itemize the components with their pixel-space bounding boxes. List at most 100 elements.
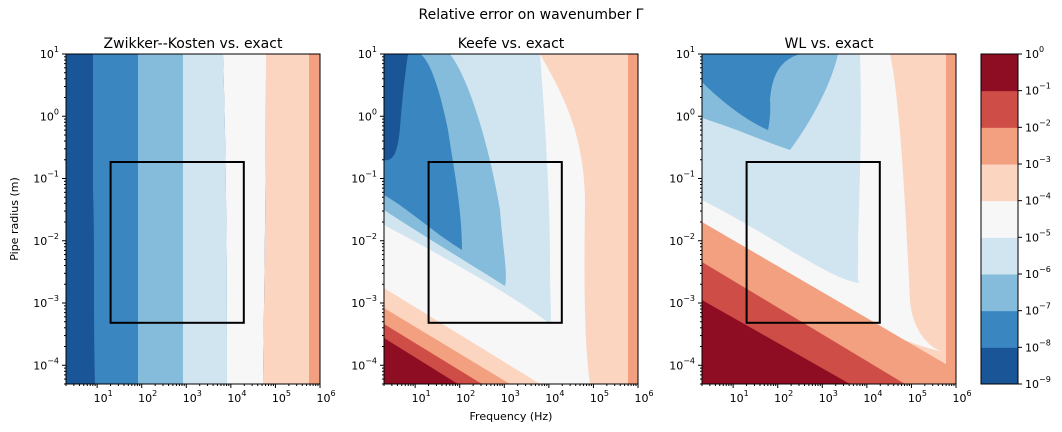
tick-exponent: −4 xyxy=(365,356,377,365)
tick-base: 10 xyxy=(94,392,108,405)
figure-title: Relative error on wavenumber Γ xyxy=(419,7,644,23)
y-tick-label: 10−1 xyxy=(669,170,695,186)
tick-exponent: −3 xyxy=(47,294,59,303)
frame xyxy=(701,53,957,385)
band-level-1 xyxy=(384,54,462,250)
band-level-1 xyxy=(93,54,138,384)
x-tick-label: 101 xyxy=(94,389,113,405)
tick-exponent: 2 xyxy=(152,389,157,398)
tick-base: 10 xyxy=(669,235,683,248)
x-tick-label: 104 xyxy=(863,389,882,405)
x-tick-label: 106 xyxy=(952,389,971,405)
tick-exponent: 6 xyxy=(330,389,335,398)
tick-exponent: −1 xyxy=(365,170,377,179)
tick-exponent: 1 xyxy=(744,389,749,398)
tick-base: 10 xyxy=(669,359,683,372)
tick-exponent: −4 xyxy=(1039,192,1051,201)
tick-exponent: 1 xyxy=(54,45,59,54)
tick-exponent: 0 xyxy=(372,107,377,116)
x-tick-label: 106 xyxy=(316,389,335,405)
y-tick-label: 101 xyxy=(358,45,377,61)
x-tick-label: 106 xyxy=(634,389,653,405)
tick-base: 10 xyxy=(33,297,47,310)
tick-exponent: −1 xyxy=(1039,82,1051,91)
y-tick-label: 10−2 xyxy=(33,232,59,248)
colorbar-level-3 xyxy=(981,237,1018,275)
tick-exponent: 0 xyxy=(1039,45,1044,54)
tick-base: 10 xyxy=(33,173,47,186)
y-tick-label: 10−4 xyxy=(351,356,377,372)
panel-zwikker-kosten: Zwikker--Kosten vs. exact xyxy=(65,36,321,385)
tick-base: 10 xyxy=(358,110,372,123)
tick-exponent: 0 xyxy=(690,107,695,116)
band-level-3 xyxy=(183,54,227,384)
x-tick-label: 101 xyxy=(412,389,431,405)
x-tick-label: 105 xyxy=(272,389,291,405)
panel-title: Zwikker--Kosten vs. exact xyxy=(104,36,283,52)
colorbar-tick-label: 100 xyxy=(1025,45,1044,61)
y-tick-label: 10−3 xyxy=(669,294,695,310)
tick-base: 10 xyxy=(819,392,833,405)
panel-title: Keefe vs. exact xyxy=(458,36,565,52)
tick-exponent: 2 xyxy=(470,389,475,398)
y-tick-label: 10−3 xyxy=(33,294,59,310)
colorbar-level-6 xyxy=(981,127,1018,165)
colorbar-level-7 xyxy=(981,90,1018,128)
x-tick-label: 102 xyxy=(456,389,475,405)
colorbar-tick-label: 10−3 xyxy=(1025,155,1051,171)
band-level-2 xyxy=(138,54,183,384)
y-tick-label: 10−2 xyxy=(351,232,377,248)
x-tick-label: 103 xyxy=(501,389,520,405)
colorbar-tick-label: 10−1 xyxy=(1025,82,1051,98)
tick-exponent: 4 xyxy=(877,389,882,398)
frame xyxy=(383,53,639,385)
x-tick-label: 102 xyxy=(774,389,793,405)
tick-exponent: 5 xyxy=(922,389,927,398)
tick-base: 10 xyxy=(40,48,54,61)
tick-base: 10 xyxy=(634,392,648,405)
tick-exponent: −2 xyxy=(365,232,377,241)
tick-base: 10 xyxy=(1025,195,1039,208)
tick-exponent: −3 xyxy=(365,294,377,303)
tick-base: 10 xyxy=(1025,121,1039,134)
tick-base: 10 xyxy=(1025,231,1039,244)
tick-exponent: −6 xyxy=(1039,265,1051,274)
tick-base: 10 xyxy=(358,48,372,61)
tick-base: 10 xyxy=(351,173,365,186)
tick-exponent: 3 xyxy=(197,389,202,398)
y-tick-label: 100 xyxy=(676,107,695,123)
tick-base: 10 xyxy=(676,110,690,123)
y-tick-label: 10−2 xyxy=(669,232,695,248)
tick-exponent: −9 xyxy=(1039,375,1051,384)
x-tick-label: 105 xyxy=(590,389,609,405)
tick-exponent: 3 xyxy=(833,389,838,398)
tick-exponent: −7 xyxy=(1039,302,1051,311)
panel-keefe: Keefe vs. exact xyxy=(383,36,639,385)
tick-base: 10 xyxy=(669,297,683,310)
x-tick-label: 103 xyxy=(183,389,202,405)
tick-exponent: 2 xyxy=(788,389,793,398)
band-level-5 xyxy=(540,54,638,384)
tick-exponent: −2 xyxy=(47,232,59,241)
colorbar-tick-label: 10−4 xyxy=(1025,192,1051,208)
audio-range-box xyxy=(745,161,881,324)
tick-exponent: 0 xyxy=(54,107,59,116)
tick-exponent: 1 xyxy=(372,45,377,54)
tick-exponent: −1 xyxy=(683,170,695,179)
tick-exponent: −8 xyxy=(1039,338,1051,347)
tick-exponent: −4 xyxy=(683,356,695,365)
y-tick-label: 10−1 xyxy=(33,170,59,186)
tick-exponent: 1 xyxy=(426,389,431,398)
tick-exponent: −1 xyxy=(47,170,59,179)
tick-base: 10 xyxy=(412,392,426,405)
tick-base: 10 xyxy=(351,359,365,372)
tick-base: 10 xyxy=(863,392,877,405)
tick-base: 10 xyxy=(774,392,788,405)
band-level-6 xyxy=(309,54,320,384)
y-tick-label: 101 xyxy=(40,45,59,61)
tick-base: 10 xyxy=(40,110,54,123)
colorbar-tick-label: 10−2 xyxy=(1025,118,1051,134)
tick-base: 10 xyxy=(1025,48,1039,61)
tick-exponent: 5 xyxy=(604,389,609,398)
